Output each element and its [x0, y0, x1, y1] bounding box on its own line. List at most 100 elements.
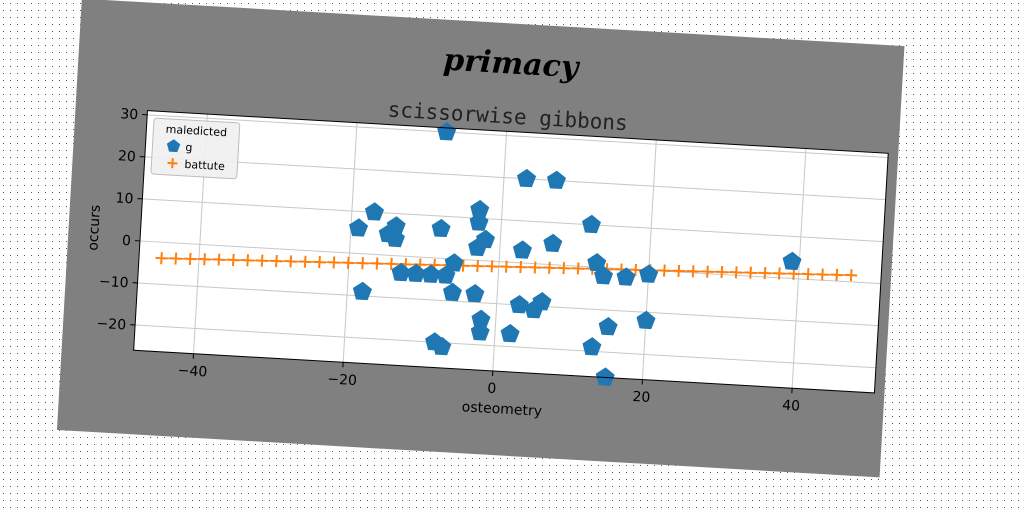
grid-line-y [139, 240, 881, 285]
series-battute-point [241, 254, 254, 267]
series-g-point [465, 283, 485, 303]
grid-line-y [135, 324, 876, 369]
series-g-point [468, 237, 488, 257]
series-battute-point [701, 265, 714, 278]
series-battute-point [572, 262, 585, 275]
series-g-point [582, 214, 601, 234]
legend-pentagon [166, 139, 181, 153]
series-g-point [616, 267, 636, 286]
series-g-point [587, 253, 607, 272]
axes-frame [133, 110, 889, 394]
series-battute-point [672, 264, 685, 277]
series-g-point [598, 317, 618, 336]
x-tick-label: 0 [487, 381, 497, 397]
series-battute-point [629, 263, 642, 276]
series-g-point [437, 122, 457, 141]
series-battute-point [284, 255, 297, 268]
legend-marker-g [166, 139, 181, 153]
series-battute-point [485, 260, 499, 273]
series-g-point [471, 309, 491, 329]
figure-suptitle: primacy [442, 43, 581, 86]
series-battute-point [715, 265, 728, 279]
series-battute-point [687, 265, 700, 278]
series-battute-point [155, 252, 168, 265]
series-g-point [782, 251, 802, 271]
x-axis-label: osteometry [461, 399, 542, 420]
grid-line-x [641, 139, 657, 380]
legend-label-g: g [185, 141, 193, 154]
series-battute-point [816, 268, 829, 281]
grid-line-y [147, 114, 889, 159]
series-g-point [595, 367, 615, 386]
x-axis: −40 −20 0 20 40 [177, 353, 801, 415]
series-g-point [431, 218, 451, 238]
series-g-point [436, 265, 456, 284]
legend-marker-battute [167, 158, 178, 169]
series-battute-point [744, 266, 757, 279]
series-g-point [517, 168, 537, 188]
series-battute-point [256, 254, 269, 267]
series-g-point [352, 281, 372, 301]
grid-line-x [492, 131, 508, 371]
series-g-point [444, 253, 464, 272]
figure-body: primacy scissorwise gibbons −40 −20 02040 … [56, 0, 905, 478]
y-tick-label: 0 [122, 233, 132, 249]
series-battute-point [385, 257, 398, 270]
plot-area [133, 110, 889, 393]
series-battute-point [169, 252, 182, 265]
series-g-point [349, 218, 369, 237]
series-battute-point [227, 253, 240, 267]
series-battute-point [184, 252, 197, 265]
series-battute-point [529, 261, 542, 274]
series-g-point [500, 323, 520, 343]
legend[interactable]: maledicted g battute [150, 117, 241, 180]
series-g-point [469, 212, 489, 231]
x-tick-label: 20 [632, 389, 651, 406]
series-g-point [391, 262, 411, 282]
y-tick-label: −10 [99, 274, 129, 292]
series-battute-point [830, 268, 843, 281]
y-tick-label: 30 [120, 106, 139, 123]
x-tick-label: −20 [327, 371, 357, 389]
series-g-point [421, 264, 441, 284]
grid-line-y [142, 198, 884, 243]
series-g-point [636, 310, 656, 330]
x-tick-label: 40 [782, 398, 801, 415]
series-g-point [543, 233, 563, 253]
series-g-point [470, 322, 490, 341]
y-axis: −20 −10 0 10 20 30 [96, 106, 148, 334]
grid [135, 114, 889, 389]
y-tick-label: 20 [118, 148, 137, 165]
series-g [349, 122, 802, 386]
series-g-point [512, 240, 533, 259]
series-battute-point [270, 254, 283, 268]
series-battute-point [356, 257, 369, 270]
series-battute-point [658, 264, 671, 277]
series-battute-point [471, 259, 484, 273]
series-g-point [582, 337, 602, 356]
y-tick-label: −20 [96, 316, 126, 334]
series-battute-point [730, 266, 743, 279]
series-g-point [547, 170, 566, 190]
y-tick-label: 10 [115, 190, 134, 207]
series-battute-point [299, 255, 312, 268]
grid-line-x [791, 148, 807, 389]
series-g-point [509, 294, 529, 314]
series-battute-point [500, 260, 513, 273]
series-battute-point [758, 267, 772, 280]
series-g-point [594, 266, 614, 285]
series-battute-point [845, 269, 858, 282]
y-axis-label: occurs [85, 204, 104, 251]
grid-line-y [137, 282, 879, 327]
series-battute-point [557, 262, 570, 275]
series-g-point [385, 228, 405, 248]
series-battute-point [802, 268, 815, 281]
series-battute-point [212, 253, 226, 266]
series-g-point [406, 263, 426, 283]
series-battute-point [543, 261, 556, 274]
series-battute-point [313, 256, 326, 269]
legend-plus [167, 158, 178, 169]
series-g-point [639, 264, 659, 283]
legend-label-battute: battute [184, 158, 225, 173]
